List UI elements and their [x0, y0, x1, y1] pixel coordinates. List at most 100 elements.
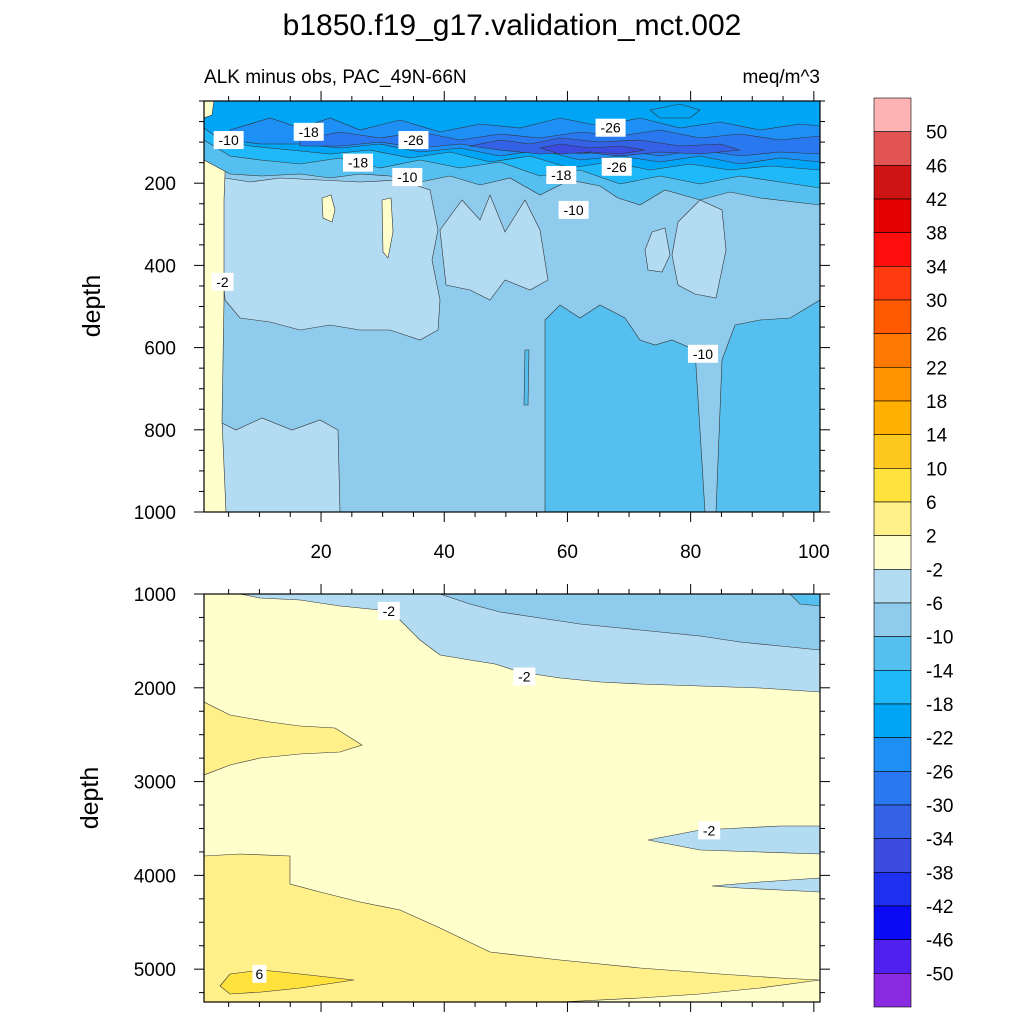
x-tick-label: 60 [557, 542, 578, 563]
colorbar-label: -22 [926, 729, 953, 750]
colorbar-swatch [873, 602, 912, 637]
chart-units: meq/m^3 [742, 67, 820, 88]
contour-label: -2 [216, 274, 229, 290]
colorbar: 50 46 42 38 34 30 26 22 18 14 10 6 2 -2 -6 -10 -14 -18 -22… [873, 97, 954, 1008]
colorbar-label: -18 [926, 695, 953, 716]
x-tick-label: 20 [310, 542, 331, 563]
colorbar-label: 22 [926, 358, 947, 379]
colorbar-swatch [873, 771, 912, 806]
lower-band-neg10 [789, 594, 820, 607]
contour-label: -10 [563, 202, 583, 218]
colorbar-swatch [873, 400, 912, 435]
contour-label: -10 [397, 169, 417, 185]
colorbar-label: -34 [926, 830, 954, 851]
upper-band-neg34 [539, 143, 646, 155]
lower-contour-labels: -2 -2 -2 6 [252, 601, 721, 983]
colorbar-label: 2 [926, 527, 937, 548]
x-tick-label: 100 [798, 542, 830, 563]
upper-panel: -10 -18 -26 -26 -18 -10 -26 -18 -10 -2 -10 200 400 6… [78, 100, 830, 524]
contour-label: -10 [693, 346, 713, 362]
lower-band-pos2-lower [204, 853, 820, 1002]
colorbar-swatch [873, 804, 912, 839]
contour-label-background [377, 601, 400, 620]
colorbar-label: 46 [926, 156, 947, 177]
x-tick-label: 40 [434, 542, 455, 563]
colorbar-label: -10 [926, 628, 953, 649]
upper-band-near0-patch-a [321, 194, 336, 223]
upper-band-near0-strip [204, 147, 227, 512]
colorbar-swatch [873, 905, 912, 940]
upper-axis-ticks: 200 400 600 800 1000 [134, 100, 830, 524]
colorbar-swatch [873, 165, 912, 200]
lower-y-axis-label: depth [76, 767, 104, 830]
colorbar-swatch [873, 232, 912, 267]
colorbar-label: -38 [926, 863, 953, 884]
contour-label-background [392, 168, 423, 187]
colorbar-swatch [873, 131, 912, 166]
colorbar-swatch [873, 939, 912, 974]
contour-label-background [343, 153, 373, 172]
contour-label-background [698, 821, 721, 840]
colorbar-swatch [873, 973, 912, 1008]
colorbar-swatch [873, 434, 912, 469]
y-tick-label: 5000 [134, 960, 176, 981]
colorbar-swatch [873, 569, 912, 604]
upper-y-axis-label: depth [78, 275, 106, 338]
contour-label: 6 [256, 966, 264, 982]
upper-band-neg10-center [544, 304, 706, 512]
contour-label: -26 [600, 120, 620, 136]
colorbar-swatch [873, 737, 912, 772]
contour-label-background [546, 165, 577, 184]
lower-contour-field [204, 594, 820, 1002]
lower-axis-ticks: 1000 2000 3000 4000 5000 [134, 585, 830, 994]
upper-band-neg18-patch [649, 103, 701, 119]
y-tick-label: 200 [144, 174, 176, 195]
contour-label-background [558, 200, 589, 219]
contour-label: -18 [299, 124, 319, 140]
colorbar-swatch [873, 703, 912, 738]
colorbar-label: 30 [926, 291, 947, 312]
colorbar-swatch [873, 333, 912, 368]
lower-band-neg2-tongue2 [711, 877, 820, 893]
lower-band-pos2-upper [204, 701, 363, 776]
contour-label: -18 [348, 155, 368, 171]
colorbar-label: -2 [926, 560, 943, 581]
colorbar-label: 42 [926, 190, 947, 211]
colorbar-swatch [873, 468, 912, 503]
y-tick-label: 2000 [134, 679, 176, 700]
upper-band-near0-corner [204, 101, 215, 119]
colorbar-label: 34 [926, 257, 948, 278]
upper-band-neg2-right [671, 199, 727, 299]
y-tick-label: 1000 [134, 585, 176, 606]
colorbar-label: 18 [926, 392, 947, 413]
y-tick-label: 1000 [134, 503, 176, 524]
colorbar-label: 50 [926, 123, 947, 144]
colorbar-swatch [873, 198, 912, 233]
contour-label: -26 [607, 159, 627, 175]
contour-label: -2 [703, 822, 716, 838]
colorbar-label: 26 [926, 325, 947, 346]
upper-band-neg10-right [715, 299, 820, 512]
contour-label: -18 [551, 167, 571, 183]
contour-label-background [398, 131, 429, 150]
colorbar-label: 14 [926, 426, 948, 447]
contour-label: -2 [518, 669, 531, 685]
contour-label: -10 [219, 132, 239, 148]
colorbar-swatch [873, 501, 912, 536]
x-axis-ticks: 20 40 60 80 100 [228, 91, 830, 1012]
y-tick-label: 800 [144, 421, 176, 442]
contour-label-background [595, 118, 626, 137]
colorbar-label: -6 [926, 594, 943, 615]
contour-label: -26 [403, 132, 423, 148]
colorbar-label: -14 [926, 661, 954, 682]
colorbar-swatch [873, 367, 912, 402]
x-tick-label: 80 [680, 542, 701, 563]
colorbar-swatch [873, 838, 912, 873]
colorbar-swatch [873, 636, 912, 671]
colorbar-swatch [873, 670, 912, 705]
contour-label-background [293, 122, 324, 141]
y-tick-label: 4000 [134, 866, 176, 887]
lower-panel: -2 -2 -2 6 1000 2000 3000 4000 5000 depth [76, 585, 830, 1003]
upper-band-neg10-sliver [523, 349, 530, 406]
